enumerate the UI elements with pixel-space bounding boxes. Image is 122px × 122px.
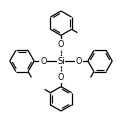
Text: Si: Si — [57, 56, 65, 66]
Text: O: O — [58, 40, 64, 49]
Text: O: O — [76, 56, 82, 66]
Text: O: O — [58, 73, 64, 82]
Text: O: O — [40, 56, 46, 66]
